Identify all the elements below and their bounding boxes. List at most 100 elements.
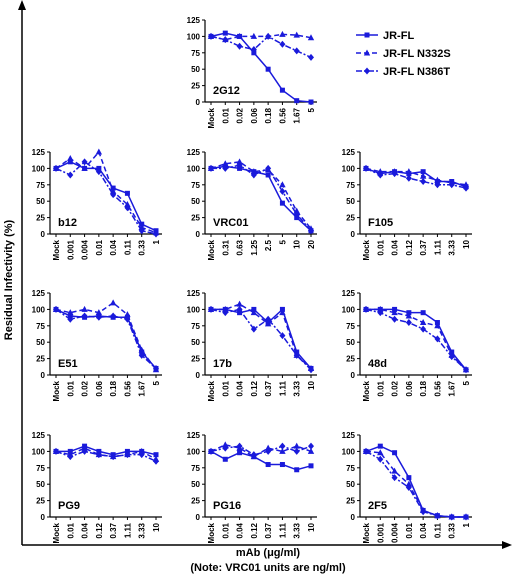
x-tick-label: 0.01 (66, 522, 75, 538)
x-tick-label: 0.02 (81, 380, 90, 396)
x-tick-label: 0.01 (66, 380, 75, 396)
y-tick-label: 100 (187, 305, 201, 314)
marker (222, 441, 229, 448)
marker (391, 309, 398, 316)
axis-arrow (18, 0, 26, 10)
panel-title: 2G12 (213, 85, 240, 97)
marker (293, 47, 300, 55)
legend-label: JR-FL N386T (383, 66, 450, 78)
y-tick-label: 75 (36, 181, 45, 190)
y-tick-label: 100 (342, 305, 356, 314)
marker (250, 451, 257, 459)
marker (279, 187, 286, 195)
x-tick-label: 1.11 (123, 522, 132, 538)
y-tick-label: 100 (187, 32, 201, 41)
y-tick-label: 25 (346, 214, 355, 223)
x-tick-label: 0.004 (81, 239, 90, 260)
marker (405, 168, 413, 175)
x-tick-label: 0.01 (376, 239, 385, 255)
marker (420, 178, 427, 186)
panel-title: VRC01 (213, 217, 248, 229)
marker (236, 32, 243, 39)
x-tick-label: 3.33 (138, 522, 147, 538)
marker (279, 40, 286, 48)
series-line (366, 308, 467, 371)
x-tick-label: Mock (52, 522, 61, 543)
marker (222, 309, 229, 317)
x-tick-label: 0.37 (264, 522, 273, 538)
x-tick-label: 20 (307, 239, 316, 248)
marker (67, 159, 73, 165)
marker (391, 474, 398, 482)
marker (153, 457, 159, 465)
y-tick-label: 50 (191, 338, 200, 347)
x-tick-label: 0.56 (123, 380, 132, 396)
y-tick-label: 75 (191, 322, 200, 331)
marker (405, 174, 412, 182)
series-line (55, 447, 157, 460)
x-tick-label: 10 (307, 522, 316, 531)
x-tick-label: 0.63 (236, 239, 245, 255)
panel-title: F105 (368, 217, 393, 229)
marker (279, 462, 285, 468)
x-tick-label: 5 (462, 380, 471, 385)
y-tick-label: 75 (191, 181, 200, 190)
marker (420, 508, 427, 516)
y-tick-label: 50 (346, 197, 355, 206)
marker (279, 181, 286, 188)
y-tick-label: 0 (351, 513, 356, 522)
marker (53, 447, 59, 455)
marker (53, 164, 59, 172)
marker (124, 311, 131, 318)
y-tick-label: 25 (191, 355, 200, 364)
x-tick-label: 1 (462, 522, 471, 527)
y-tick-label: 50 (36, 197, 45, 206)
x-tick-label: 0.37 (419, 239, 428, 255)
marker (293, 210, 300, 218)
marker (279, 200, 285, 206)
marker (138, 351, 145, 359)
x-tick-label: 0.06 (95, 380, 104, 396)
y-tick-label: 25 (346, 355, 355, 364)
marker (279, 332, 286, 340)
marker (420, 310, 426, 316)
marker (308, 227, 314, 235)
y-tick-label: 100 (32, 164, 46, 173)
marker (222, 30, 228, 36)
marker (95, 451, 102, 459)
y-tick-label: 25 (36, 497, 45, 506)
marker (308, 366, 314, 374)
marker (250, 325, 257, 333)
y-tick-label: 125 (187, 431, 201, 440)
marker (434, 512, 441, 520)
marker (264, 444, 272, 451)
marker (293, 442, 300, 449)
marker (406, 475, 412, 481)
y-tick-label: 100 (187, 164, 201, 173)
x-tick-label: 1.11 (278, 522, 287, 538)
marker (279, 442, 286, 450)
x-tick-label: 0.06 (405, 380, 414, 396)
y-tick-label: 0 (41, 230, 46, 239)
marker (391, 170, 398, 178)
marker (293, 447, 300, 455)
marker (81, 447, 88, 455)
x-tick-label: 0.33 (138, 239, 147, 255)
legend-label: JR-FL (383, 30, 414, 42)
marker (377, 449, 384, 456)
y-tick-label: 0 (41, 371, 46, 380)
x-tick-label: Mock (207, 380, 216, 401)
x-tick-label: 0.001 (376, 522, 385, 543)
marker (308, 463, 314, 469)
marker (222, 456, 228, 462)
marker (138, 227, 145, 235)
note: (Note: VRC01 units are ng/ml) (190, 562, 346, 574)
y-tick-label: 75 (36, 322, 45, 331)
marker (236, 305, 243, 313)
marker (208, 305, 214, 313)
x-tick-label: 0.11 (433, 522, 442, 538)
x-tick-label: 5 (152, 380, 161, 385)
series-line (210, 161, 312, 230)
y-axis-label: Residual Infectivity (%) (3, 219, 15, 340)
